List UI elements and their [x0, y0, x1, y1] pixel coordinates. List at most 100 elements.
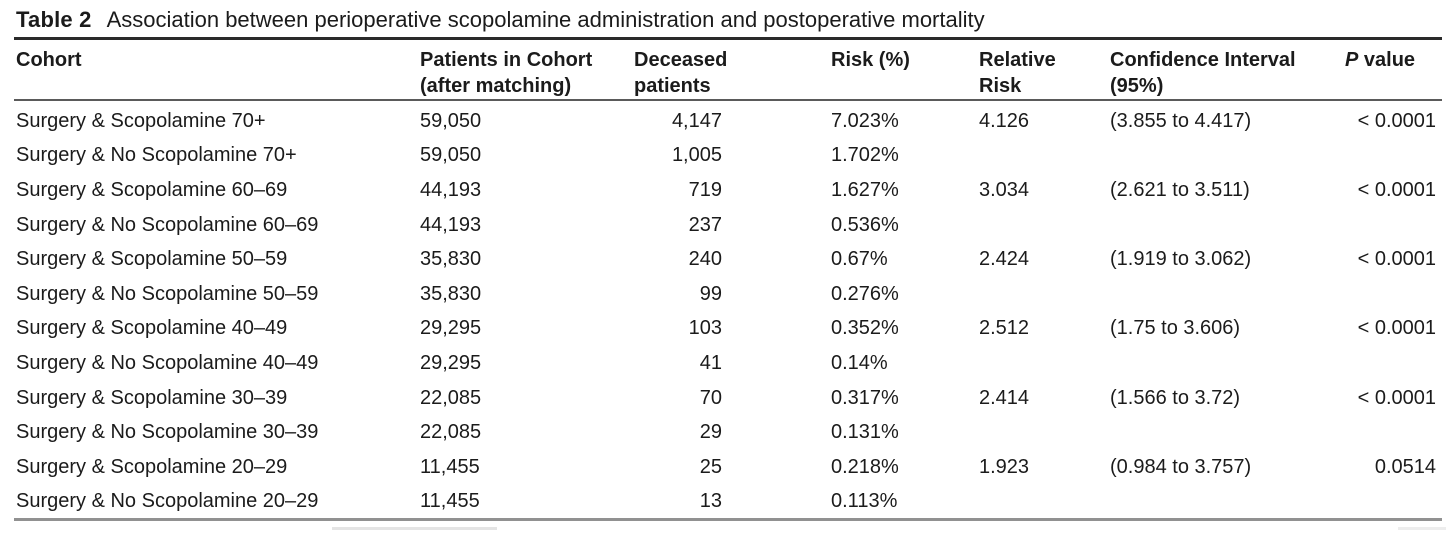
cell-relative-risk: 2.424: [979, 248, 1030, 271]
cell-patients: 59,050: [420, 109, 482, 132]
cell-deceased: 240: [688, 248, 722, 271]
table-body: Surgery & Scopolamine 70+ 59,050 4,147 7.02…: [16, 104, 1440, 519]
header-line: Confidence Interval: [1110, 49, 1296, 71]
cell-cohort: Surgery & No Scopolamine 40–49: [16, 351, 319, 374]
cell-patients: 59,050: [420, 144, 482, 167]
cell-p-value: < 0.0001: [1357, 109, 1436, 132]
cell-risk: 0.131%: [831, 421, 899, 444]
cell-deceased: 1,005: [671, 144, 722, 167]
cell-confidence-interval: [1110, 485, 1345, 520]
column-header-p-value: P value: [1345, 47, 1440, 99]
table-header-row: Cohort Patients in Cohort (after matchin…: [16, 47, 1440, 99]
cell-relative-risk: [979, 346, 1110, 381]
cell-p-value: 0.0514: [1374, 455, 1436, 478]
cell-p-value: < 0.0001: [1357, 386, 1436, 409]
cell-cohort: Surgery & Scopolamine 70+: [16, 109, 266, 132]
cell-p-value: [1345, 277, 1440, 312]
cell-relative-risk: [979, 208, 1110, 243]
cell-patients: 11,455: [420, 455, 480, 478]
cell-p-value: < 0.0001: [1357, 178, 1436, 201]
cell-cohort: Surgery & Scopolamine 50–59: [16, 248, 288, 271]
cell-relative-risk: 1.923: [979, 455, 1030, 478]
cell-confidence-interval: [1110, 277, 1345, 312]
cell-cohort: Surgery & No Scopolamine 60–69: [16, 213, 319, 236]
cell-confidence-interval: (1.919 to 3.062): [1110, 248, 1252, 271]
cell-p-value: < 0.0001: [1357, 317, 1436, 340]
cell-relative-risk: [979, 139, 1110, 174]
cell-deceased: 13: [699, 490, 722, 513]
cell-risk: 0.14%: [831, 351, 888, 374]
cell-confidence-interval: [1110, 208, 1345, 243]
cell-deceased: 41: [699, 351, 722, 374]
cell-deceased: 103: [688, 317, 722, 340]
cell-deceased: 70: [699, 386, 722, 409]
column-header-patients-in-cohort: Patients in Cohort (after matching): [420, 47, 634, 99]
cell-patients: 22,085: [420, 386, 482, 409]
cell-p-value: [1345, 346, 1440, 381]
cell-risk: 0.113%: [831, 490, 898, 513]
cell-deceased: 99: [699, 282, 722, 305]
header-line: patients: [634, 75, 711, 97]
cell-risk: 0.276%: [831, 282, 899, 305]
cell-deceased: 4,147: [671, 109, 722, 132]
cell-patients: 44,193: [420, 178, 482, 201]
cell-confidence-interval: (1.566 to 3.72): [1110, 386, 1241, 409]
cell-p-value: [1345, 139, 1440, 174]
cell-confidence-interval: (2.621 to 3.511): [1110, 178, 1250, 201]
cell-deceased: 719: [688, 178, 722, 201]
cell-patients: 22,085: [420, 421, 482, 444]
table-caption-text: Association between perioperative scopol…: [106, 7, 985, 32]
header-line: Patients in Cohort: [420, 49, 593, 71]
cell-cohort: Surgery & No Scopolamine 20–29: [16, 490, 319, 513]
top-rule: [14, 37, 1442, 40]
bottom-rule: [14, 518, 1442, 521]
cell-risk: 0.67%: [831, 248, 888, 271]
cell-relative-risk: 2.512: [979, 317, 1030, 340]
cell-relative-risk: [979, 485, 1110, 520]
table-label: Table 2: [16, 7, 92, 32]
column-header-risk-percent: Risk (%): [831, 47, 979, 99]
header-line: Risk: [979, 75, 1022, 97]
cell-confidence-interval: [1110, 139, 1345, 174]
header-line: (95%): [1110, 75, 1164, 97]
p-value-italic-p: P: [1345, 49, 1359, 71]
cell-cohort: Surgery & No Scopolamine 30–39: [16, 421, 319, 444]
cell-cohort: Surgery & Scopolamine 30–39: [16, 386, 288, 409]
cell-confidence-interval: (0.984 to 3.757): [1110, 455, 1252, 478]
column-header-cohort: Cohort: [16, 47, 420, 99]
header-line: Risk (%): [831, 49, 910, 71]
cut-off-text-artifact: [332, 527, 497, 530]
cell-patients: 29,295: [420, 351, 482, 374]
cell-relative-risk: [979, 415, 1110, 450]
cell-deceased: 25: [699, 455, 722, 478]
cell-deceased: 29: [699, 421, 722, 444]
cell-patients: 35,830: [420, 248, 482, 271]
cell-risk: 1.627%: [831, 178, 899, 201]
cell-confidence-interval: [1110, 415, 1345, 450]
cut-off-text-artifact: [1398, 527, 1446, 530]
cell-confidence-interval: (1.75 to 3.606): [1110, 317, 1241, 340]
cell-patients: 11,455: [420, 490, 480, 513]
cell-risk: 0.218%: [831, 455, 899, 478]
cell-relative-risk: 3.034: [979, 178, 1030, 201]
column-header-relative-risk: Relative Risk: [979, 47, 1110, 99]
cell-deceased: 237: [688, 213, 722, 236]
cell-cohort: Surgery & No Scopolamine 50–59: [16, 282, 319, 305]
cell-confidence-interval: (3.855 to 4.417): [1110, 109, 1252, 132]
cell-patients: 29,295: [420, 317, 482, 340]
cell-p-value: [1345, 415, 1440, 450]
header-rule: [14, 99, 1442, 101]
column-header-deceased-patients: Deceased patients: [634, 47, 831, 99]
cell-cohort: Surgery & Scopolamine 20–29: [16, 455, 288, 478]
cell-relative-risk: 2.414: [979, 386, 1030, 409]
p-value-rest: value: [1358, 49, 1416, 71]
header-line: Deceased: [634, 49, 728, 71]
table-caption: Table 2 Association between perioperative…: [16, 6, 985, 34]
cell-risk: 1.702%: [831, 144, 899, 167]
cell-patients: 35,830: [420, 282, 482, 305]
cell-risk: 7.023%: [831, 109, 899, 132]
cell-confidence-interval: [1110, 346, 1345, 381]
cell-risk: 0.317%: [831, 386, 899, 409]
cell-risk: 0.536%: [831, 213, 899, 236]
cell-p-value: [1345, 485, 1440, 520]
